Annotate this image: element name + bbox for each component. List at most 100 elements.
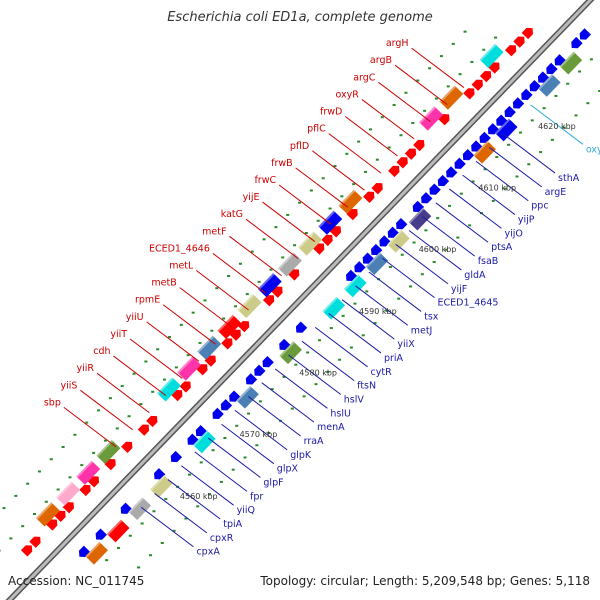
gene-feature xyxy=(79,484,91,497)
ring-dot xyxy=(128,534,132,537)
gene-feature xyxy=(479,43,504,69)
gene-feature xyxy=(471,79,483,91)
gene-label: gldA xyxy=(464,270,486,281)
ring-dot xyxy=(208,493,212,496)
ring-dot xyxy=(227,274,231,277)
ring-dot xyxy=(459,192,463,195)
gene-feature xyxy=(245,373,258,385)
ring-dot xyxy=(115,427,119,430)
gene-label: frwD xyxy=(320,107,342,118)
ring-dot xyxy=(539,151,543,154)
gene-feature xyxy=(546,62,558,75)
ring-dot xyxy=(432,261,436,264)
leader-line xyxy=(328,133,382,174)
ring-dot xyxy=(270,388,274,391)
ring-dot xyxy=(262,238,266,241)
ring-dot xyxy=(219,480,223,483)
ring-dot xyxy=(316,219,320,222)
ring-dot xyxy=(574,114,578,117)
ring-dot xyxy=(294,363,298,366)
gene-feature xyxy=(154,468,166,480)
gene-feature xyxy=(179,381,191,393)
gene-feature xyxy=(396,157,408,169)
gene-label: fpr xyxy=(250,491,263,502)
leader-line xyxy=(311,150,365,191)
gene-feature xyxy=(56,481,81,506)
ring-dot xyxy=(174,366,178,369)
leader-line xyxy=(448,188,502,229)
gene-label: rpmE xyxy=(135,295,160,306)
ring-dot xyxy=(404,91,408,94)
gene-feature xyxy=(87,476,100,488)
ring-dot xyxy=(424,229,428,232)
gene-label: metF xyxy=(202,226,226,237)
leader-line xyxy=(435,202,489,243)
ring-dot xyxy=(250,250,254,253)
scale-label: 4600 kbp xyxy=(419,245,457,254)
gene-feature xyxy=(559,51,583,75)
ring-dot xyxy=(269,268,273,271)
ring-dot xyxy=(411,122,415,125)
gene-feature xyxy=(396,218,408,230)
ring-dot xyxy=(434,97,438,100)
ring-dot xyxy=(184,517,188,520)
gene-feature xyxy=(538,74,561,97)
ring-dot xyxy=(2,507,6,510)
gene-feature xyxy=(128,497,152,521)
leader-line xyxy=(248,396,301,437)
ring-dot xyxy=(293,244,297,247)
ring-dot xyxy=(566,82,570,85)
ring-dot xyxy=(483,168,487,171)
gene-label: yijE xyxy=(243,192,260,203)
gene-feature xyxy=(513,36,525,48)
gene-feature xyxy=(495,118,518,142)
scale-label: 4560 kbp xyxy=(180,492,218,501)
leader-line xyxy=(113,355,167,396)
ring-dot xyxy=(439,55,443,58)
ring-dot xyxy=(238,262,242,265)
gene-feature xyxy=(279,338,291,351)
ring-dot xyxy=(172,529,176,532)
scale-label: 4610 kbp xyxy=(478,183,516,192)
gene-feature xyxy=(29,536,41,548)
gene-label: ECED1_4645 xyxy=(438,298,499,309)
gene-feature xyxy=(345,269,358,282)
ring-dot xyxy=(80,464,84,467)
gene-feature xyxy=(387,230,410,253)
gene-label: glpX xyxy=(277,464,299,475)
gene-feature xyxy=(45,519,58,531)
ring-dot xyxy=(231,468,235,471)
gene-feature xyxy=(236,385,259,409)
ring-dot xyxy=(151,390,155,393)
ring-dot xyxy=(341,314,345,317)
gene-label: yiiX xyxy=(397,339,415,350)
leader-line xyxy=(221,423,275,465)
ring-dot xyxy=(108,397,112,400)
ring-dot xyxy=(554,94,558,97)
ring-dot xyxy=(191,311,195,314)
ring-dot xyxy=(387,146,391,149)
ring-dot xyxy=(456,236,460,239)
leader-line xyxy=(301,340,355,382)
leader-line xyxy=(462,174,516,215)
ring-dot xyxy=(586,102,590,105)
ring-dot xyxy=(364,170,368,173)
gene-feature xyxy=(287,269,300,281)
gene-feature xyxy=(446,166,458,178)
gene-label: katG xyxy=(221,209,243,220)
ring-dot xyxy=(120,384,124,387)
gene-feature xyxy=(371,183,383,195)
ring-dot xyxy=(44,500,48,503)
ring-dot xyxy=(290,407,294,410)
ring-dot xyxy=(458,73,462,76)
ring-dot xyxy=(340,195,344,198)
ring-dot xyxy=(306,351,310,354)
gene-feature xyxy=(404,148,417,160)
ring-dot xyxy=(160,541,164,544)
ring-dot xyxy=(97,409,101,412)
ring-dot xyxy=(32,512,36,515)
gene-feature xyxy=(78,545,91,557)
leader-line xyxy=(368,271,422,312)
gene-feature xyxy=(354,261,366,273)
